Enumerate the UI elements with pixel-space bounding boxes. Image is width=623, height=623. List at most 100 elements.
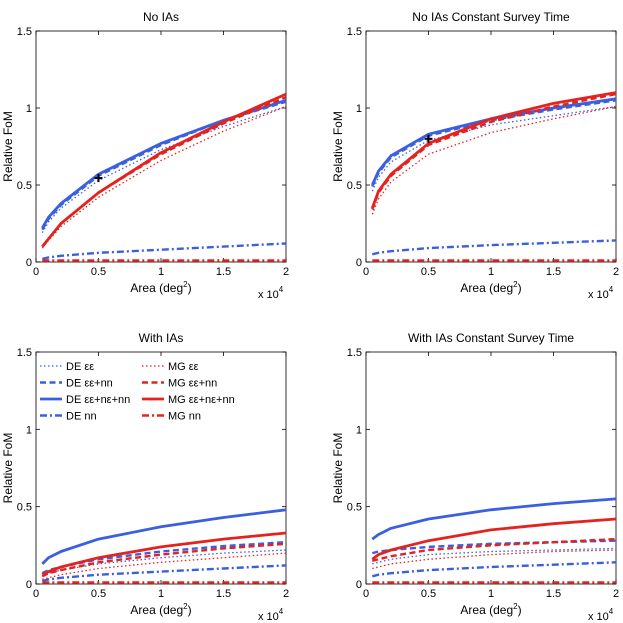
series-line-de-ee — [372, 547, 616, 565]
x-axis-label-sup: 2 — [513, 280, 518, 289]
legend-label-mg-ee: MG εε — [168, 361, 199, 373]
x-multiplier-exp: 4 — [609, 607, 614, 616]
series-line-mg-ee-ne-nn — [41, 531, 286, 576]
series-line-de-ee-ne-nn — [371, 497, 616, 541]
x-axis-label-sup: 2 — [183, 280, 188, 289]
x-tick-label: 2 — [613, 266, 619, 278]
x-tick-label: 0 — [363, 266, 369, 278]
y-tick-label: 0.5 — [347, 180, 362, 192]
legend-label-de-ee-ne-nn: DE εε+nε+nn — [66, 394, 130, 406]
series-group — [41, 508, 286, 584]
series-line-de-ee-ne-nn — [371, 97, 616, 186]
x-multiplier-exp: 4 — [279, 607, 284, 616]
chart-panel-2: No IAs Constant Survey Time 0 0.5 1 1.5 2 0 0.5… — [331, 10, 619, 301]
x-axis-label: Area (deg2) — [130, 602, 191, 617]
series-line-mg-ee-ne-nn — [370, 91, 616, 209]
y-tick-label: 0 — [26, 257, 32, 269]
x-tick-label: 0 — [33, 588, 39, 600]
y-tick-label: 1 — [356, 424, 362, 436]
x-tick-label: 0 — [33, 266, 39, 278]
series-line-mg-ee — [371, 105, 616, 215]
x-tick-label: 1 — [158, 588, 164, 600]
series-line-mg-ee — [372, 549, 616, 570]
series-line-de-nn — [42, 564, 286, 583]
series-line-mg-ee-nn — [41, 96, 286, 248]
series-line-mg-ee-nn — [41, 542, 286, 578]
y-tick-label: 1.5 — [347, 347, 362, 359]
x-multiplier-exp: 4 — [609, 285, 614, 294]
x-tick-label: 2 — [283, 266, 289, 278]
x-axis-label-end: ) — [518, 281, 522, 295]
series-line-mg-ee-ne-nn — [371, 517, 616, 561]
x-tick-label: 1 — [158, 266, 164, 278]
chart-panel-4: With IAs Constant Survey Time 0 0.5 1 1.5 2 0 0… — [331, 331, 619, 623]
series-line-mg-ee — [42, 552, 286, 581]
x-axis-label-end: ) — [188, 281, 192, 295]
x-tick-label: 2 — [613, 588, 619, 600]
y-tick-label: 0.5 — [347, 502, 362, 514]
legend-label-mg-ee-nn: MG εε+nn — [168, 378, 217, 390]
y-tick-label: 0 — [26, 579, 32, 591]
x-tick-label: 0 — [363, 588, 369, 600]
reference-marker — [94, 174, 103, 183]
plot-frame — [35, 30, 287, 263]
x-axis-label-sup: 2 — [513, 602, 518, 611]
x-tick-label: 2 — [283, 588, 289, 600]
series-group — [370, 91, 616, 262]
y-tick-label: 0 — [356, 257, 362, 269]
series-group — [371, 497, 616, 584]
y-tick-label: 1.5 — [17, 26, 32, 38]
series-line-de-nn — [372, 561, 616, 578]
chart-panel-1: No IAs 0 0.5 1 1.5 2 0 0.5 1 1.5 Area (deg2) x 104 R… — [1, 10, 289, 301]
series-line-mg-ee — [41, 105, 286, 249]
legend-label-de-ee-nn: DE εε+nn — [66, 378, 113, 390]
legend-label-de-nn: DE nn — [66, 411, 97, 423]
legend-label-mg-ee-ne-nn: MG εε+nε+nn — [168, 394, 235, 406]
x-axis-label-end: ) — [188, 603, 192, 617]
series-line-mg-ee-ne-nn — [41, 92, 286, 248]
y-tick-label: 0.5 — [17, 180, 32, 192]
x-multiplier: x 104 — [258, 285, 284, 301]
y-tick-label: 1 — [356, 103, 362, 115]
x-tick-label: 0.5 — [421, 266, 436, 278]
y-tick-label: 1 — [26, 424, 32, 436]
series-line-de-ee-nn — [41, 541, 286, 575]
chart-title: With IAs — [139, 331, 184, 345]
x-tick-label: 1 — [488, 266, 494, 278]
x-tick-label: 1.5 — [546, 588, 561, 600]
x-tick-label: 0.5 — [421, 588, 436, 600]
y-tick-label: 1.5 — [347, 26, 362, 38]
x-multiplier: x 104 — [258, 607, 284, 623]
x-tick-label: 0.5 — [91, 588, 106, 600]
series-line-de-ee — [41, 105, 286, 234]
x-tick-label: 1.5 — [216, 266, 231, 278]
series-group — [41, 92, 286, 262]
x-axis-label: Area (deg2) — [460, 280, 521, 295]
plot-frame — [365, 30, 617, 263]
x-multiplier: x 104 — [588, 285, 614, 301]
chart-title: With IAs Constant Survey Time — [408, 331, 574, 345]
x-tick-label: 1.5 — [546, 266, 561, 278]
x-axis-label-end: ) — [518, 603, 522, 617]
legend-label-de-ee: DE εε — [66, 361, 94, 373]
series-line-de-nn — [42, 242, 286, 261]
legend-label-mg-nn: MG nn — [168, 411, 201, 423]
x-multiplier-exp: 4 — [279, 285, 284, 294]
x-tick-label: 1 — [488, 588, 494, 600]
y-tick-label: 0.5 — [17, 502, 32, 514]
series-line-de-nn — [372, 239, 616, 256]
y-axis-label: Relative FoM — [1, 111, 15, 182]
chart-title: No IAs — [143, 10, 179, 24]
x-tick-label: 1.5 — [216, 588, 231, 600]
y-axis-label: Relative FoM — [331, 111, 345, 182]
y-tick-label: 1.5 — [17, 347, 32, 359]
y-tick-label: 0 — [356, 579, 362, 591]
y-axis-label: Relative FoM — [331, 433, 345, 504]
y-tick-label: 1 — [26, 103, 32, 115]
series-line-mg-ee-nn — [372, 537, 616, 562]
chart-panel-3: With IAs 0 0.5 1 1.5 2 0 0.5 1 1.5 Area (deg2) x 10… — [1, 331, 289, 623]
x-axis-label: Area (deg2) — [460, 602, 521, 617]
x-axis-label: Area (deg2) — [130, 280, 191, 295]
legend: DE εε DE εε+nn DE εε+nε+nn DE nn MG εε MG εε+… — [40, 361, 235, 423]
